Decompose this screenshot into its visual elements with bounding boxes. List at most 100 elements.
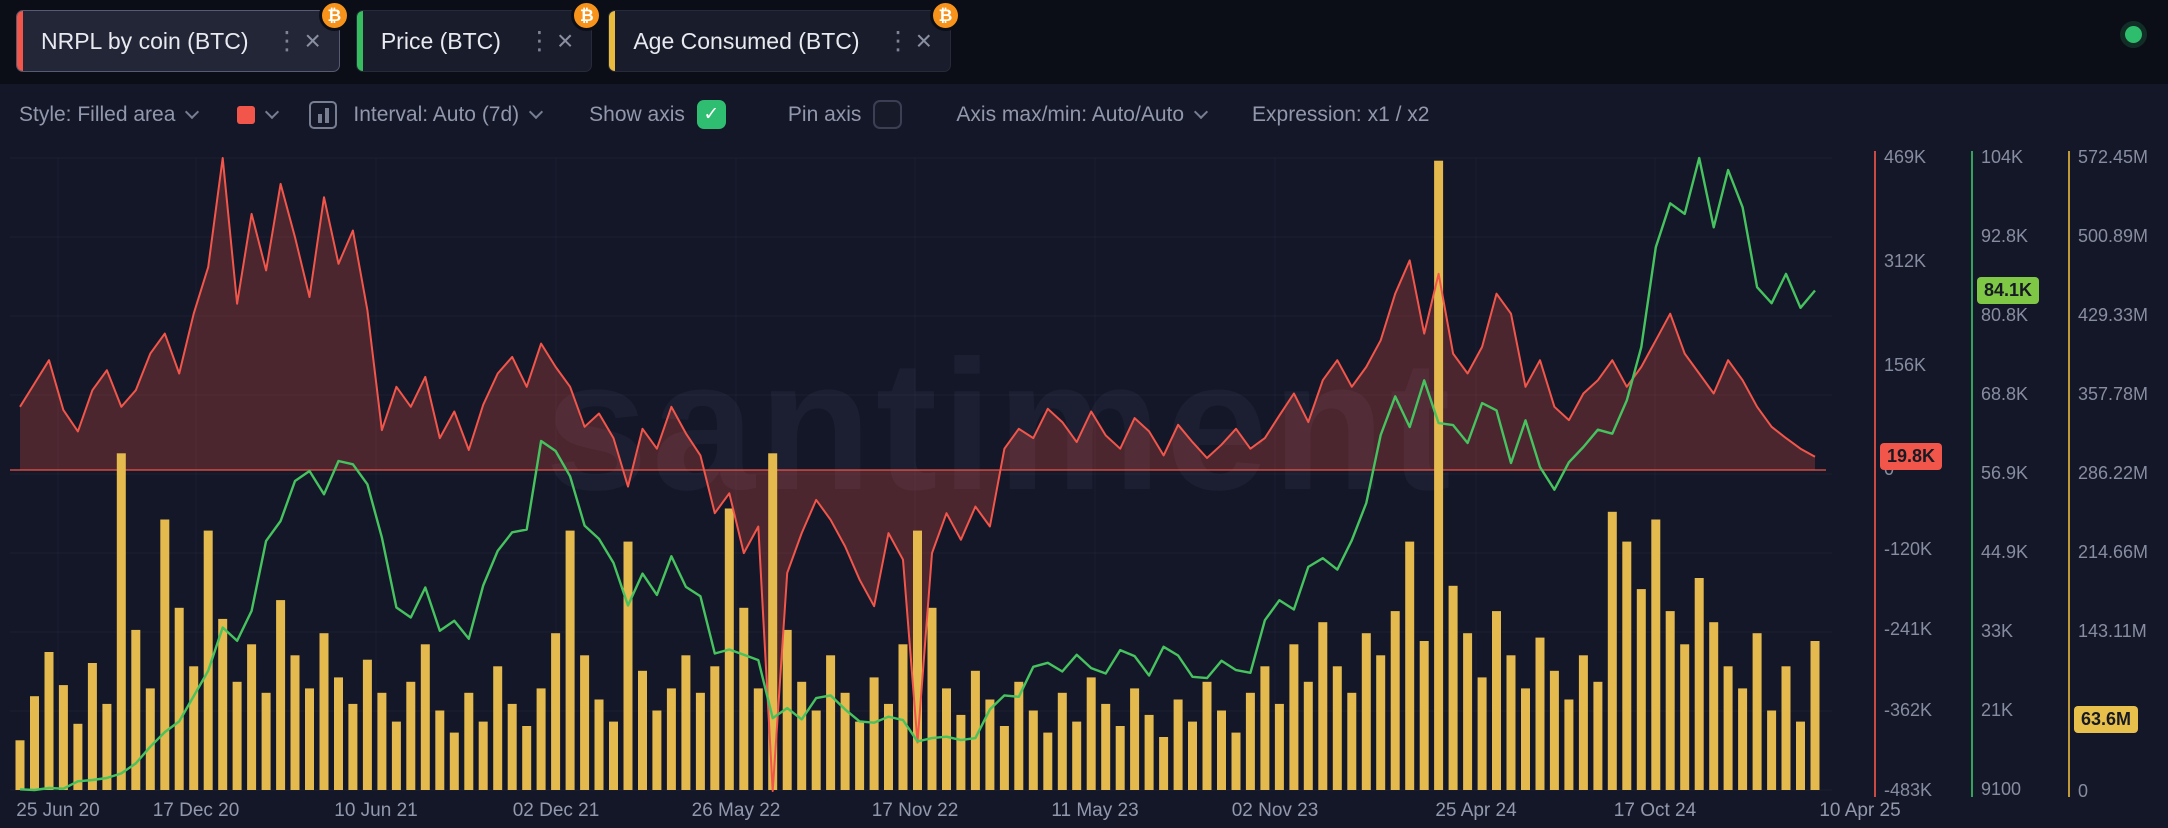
age-consumed-bar [507,703,517,790]
age-consumed-bar [782,629,792,790]
age-consumed-bar [1043,732,1053,790]
age-consumed-bar [1492,611,1501,790]
interval-columns-icon[interactable] [309,100,338,129]
santiment-watermark: santiment [545,323,1455,529]
age-consumed-bar [1463,633,1473,790]
age-consumed-bar [1245,692,1255,790]
age-consumed-bar [1434,160,1444,790]
chart-area: santiment 469K 312K 156K 0 -120K -241K -362K -4… [0,145,2168,828]
age-consumed-bar [1289,644,1299,790]
age-consumed-bar [1376,655,1386,790]
age-consumed-bar [160,519,170,790]
axis-tick-label: -241K [1884,619,1933,639]
axis-tick-label: 357.78M [2078,384,2149,404]
nrpl-area-fill [20,158,1815,791]
age-consumed-bar [1159,737,1169,790]
age-consumed-bar [565,530,575,790]
age-consumed-bar [1752,633,1762,790]
show-axis-label: Show axis [589,102,685,126]
age-consumed-bar [1665,611,1675,790]
axis-tick-label: 9100 [1981,779,2022,799]
age-consumed-bar [377,692,387,790]
expression-display[interactable]: Expression: x1 / x2 [1252,103,1429,127]
age-consumed-bar [594,699,604,790]
age-consumed-bar [913,530,922,790]
age-consumed-bar [695,692,705,790]
chevron-down-icon [1193,104,1209,119]
age-consumed-bar [1014,681,1024,790]
age-consumed-bar [1260,666,1270,790]
age-consumed-bar [652,710,662,790]
age-consumed-bar [290,655,300,790]
age-consumed-bar [1318,622,1328,790]
age-consumed-bar [1607,511,1617,790]
age-consumed-bar [898,644,908,790]
age-consumed-bar [840,692,850,790]
kebab-menu-icon[interactable]: ⋮ [526,27,552,55]
age-consumed-bar [334,677,343,790]
close-tab-icon[interactable]: × [915,25,932,56]
axis-maxmin-selector[interactable]: Axis max/min: Auto/Auto [956,103,1209,127]
series-color-picker[interactable] [237,104,280,124]
style-selector[interactable]: Style: Filled area [19,103,200,127]
age-consumed-bar [58,685,68,790]
close-tab-icon[interactable]: × [304,25,321,56]
age-consumed-bar [1231,732,1241,790]
age-consumed-bar [1274,703,1284,790]
x-axis-label: 02 Dec 21 [512,800,600,821]
age-consumed-bar [942,688,951,790]
show-axis-toggle[interactable]: Show axis ✓ [589,100,726,129]
kebab-menu-icon[interactable]: ⋮ [274,27,300,55]
price-axis-line [1971,151,1973,797]
age-consumed-bar [174,607,184,790]
age-consumed-bar [1072,721,1082,790]
age-consumed-bar [1173,699,1183,790]
age-consumed-bar [1709,622,1719,790]
nrpl-axis-line [1874,151,1876,797]
age-consumed-bar [869,677,879,790]
axis-tick-label: 92.8K [1981,226,2029,246]
age-axis-line [2068,151,2070,797]
age-consumed-bar [1506,655,1516,790]
tab-age-consumed[interactable]: Age Consumed (BTC) ⋮ × ₿ [608,0,961,72]
axis-tick-label: 44.9K [1981,542,2029,562]
age-consumed-bar [1723,666,1733,790]
age-consumed-bar [1347,692,1357,790]
axis-tick-label: 214.66M [2078,542,2149,562]
axis-tick-label: 286.22M [2078,463,2149,483]
pin-axis-toggle[interactable]: Pin axis [788,100,903,129]
axis-tick-label: 0 [2078,781,2089,801]
age-consumed-bar [203,530,213,790]
expression-label: Expression: x1 / x2 [1252,102,1430,126]
age-consumed-bar [1781,666,1791,790]
age-consumed-bar [406,681,416,790]
metric-tab-bar: NRPL by coin (BTC) ⋮ × ₿ Price (BTC) ⋮ ×… [0,0,2168,84]
age-consumed-bar [131,629,141,790]
pin-axis-checkbox[interactable] [873,100,903,129]
age-consumed-bar [1332,666,1342,790]
age-consumed-bar [551,633,561,790]
age-consumed-bar [1130,688,1140,790]
age-consumed-bar [493,666,503,790]
status-indicator-dot[interactable] [2125,26,2142,43]
age-consumed-bar [449,732,459,790]
show-axis-checkbox[interactable]: ✓ [696,100,726,129]
axis-tick-label: -120K [1884,539,1933,559]
age-consumed-bar [1796,721,1805,790]
age-consumed-bar [753,688,763,790]
tab-price[interactable]: Price (BTC) ⋮ × ₿ [355,0,603,72]
age-consumed-bar [956,714,966,790]
tab-color-accent [609,11,616,71]
age-consumed-bar [1680,644,1690,790]
close-tab-icon[interactable]: × [556,25,574,56]
x-axis-label: 17 Nov 22 [871,800,959,821]
age-consumed-bar [1694,578,1704,790]
tab-nrpl-by-coin[interactable]: NRPL by coin (BTC) ⋮ × ₿ [16,0,350,72]
kebab-menu-icon[interactable]: ⋮ [885,27,911,55]
chevron-down-icon [185,104,200,119]
age-consumed-bar [1564,699,1574,790]
chart-canvas[interactable] [0,145,2168,828]
age-consumed-bar [623,541,633,790]
age-consumed-bar [276,600,286,790]
interval-selector[interactable]: Interval: Auto (7d) [353,103,544,127]
